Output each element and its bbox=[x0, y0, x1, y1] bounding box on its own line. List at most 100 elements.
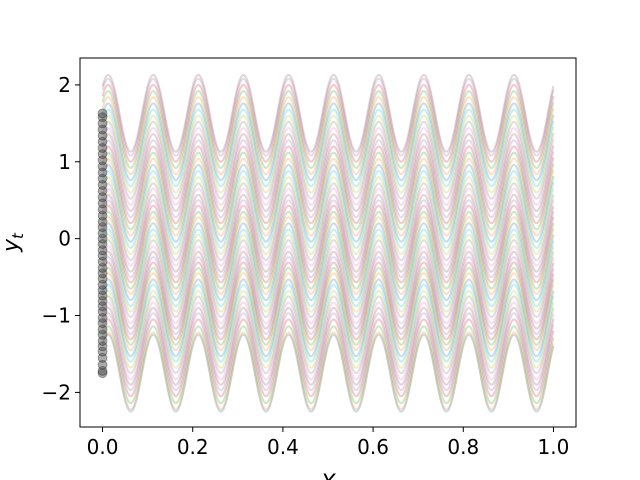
y-axis-label-subscript: t bbox=[9, 232, 27, 239]
start-point-marker bbox=[97, 346, 108, 357]
series-line bbox=[101, 210, 555, 290]
series-line bbox=[101, 222, 555, 302]
x-axis-label: X bbox=[319, 471, 336, 480]
start-point-marker bbox=[97, 245, 108, 256]
y-tick-label: 1 bbox=[58, 150, 71, 174]
series-line bbox=[101, 204, 555, 284]
start-point-marker bbox=[97, 341, 108, 352]
series-line bbox=[101, 151, 555, 231]
series-line bbox=[101, 133, 555, 212]
series-line bbox=[101, 163, 555, 243]
start-point-marker bbox=[97, 108, 108, 119]
x-tick-label: 0.4 bbox=[267, 435, 299, 459]
start-point-marker bbox=[97, 250, 108, 261]
start-point-marker bbox=[97, 359, 108, 370]
start-point-marker bbox=[97, 179, 108, 190]
start-point-marker bbox=[97, 149, 108, 159]
series-line bbox=[101, 266, 555, 346]
start-point-marker bbox=[97, 136, 108, 147]
start-point-marker bbox=[97, 285, 108, 296]
series-line bbox=[101, 325, 555, 405]
x-tick-label: 0.2 bbox=[177, 435, 209, 459]
start-point-marker bbox=[97, 256, 108, 267]
series-line bbox=[101, 182, 555, 262]
series-line bbox=[101, 261, 555, 341]
series-line bbox=[101, 169, 555, 249]
y-axis: −2 −1 0 1 2 bbox=[42, 73, 80, 404]
series-line bbox=[101, 157, 555, 237]
start-point-marker bbox=[97, 233, 108, 244]
series-line bbox=[101, 77, 555, 157]
start-point-marker bbox=[97, 112, 108, 123]
start-point-marker bbox=[97, 222, 108, 233]
series-line bbox=[101, 331, 555, 411]
y-tick-label: −1 bbox=[42, 304, 71, 328]
series-line bbox=[101, 187, 555, 267]
start-point-marker bbox=[97, 296, 108, 306]
series-line bbox=[101, 312, 555, 392]
start-point-marker bbox=[97, 262, 108, 273]
series-line bbox=[101, 120, 555, 200]
start-point-marker bbox=[97, 324, 108, 335]
x-tick-label: 0.8 bbox=[447, 435, 479, 459]
start-point-marker bbox=[97, 318, 108, 329]
start-point-marker bbox=[97, 352, 108, 363]
start-point-marker bbox=[97, 228, 108, 239]
start-point-marker bbox=[97, 273, 108, 284]
start-point-marker bbox=[97, 186, 108, 196]
x-axis: 0.0 0.2 0.4 0.6 0.8 1.0 bbox=[87, 427, 570, 459]
start-point-marker bbox=[97, 239, 108, 249]
x-tick-label: 1.0 bbox=[538, 435, 570, 459]
series-line bbox=[101, 96, 555, 176]
series-line bbox=[101, 289, 555, 369]
start-point-marker bbox=[97, 204, 108, 215]
series-line bbox=[101, 333, 555, 413]
start-point-marker bbox=[97, 329, 108, 340]
start-point-marker bbox=[97, 192, 108, 203]
series-line bbox=[101, 228, 555, 308]
start-point-marker bbox=[97, 268, 108, 279]
series-line bbox=[101, 73, 555, 153]
start-point-marker bbox=[97, 210, 108, 221]
series-line bbox=[101, 126, 555, 206]
start-point-marker bbox=[97, 335, 108, 346]
start-point-marker bbox=[97, 167, 108, 178]
y-axis-label-main: y bbox=[0, 238, 24, 253]
series-line bbox=[101, 114, 555, 194]
start-point-marker bbox=[97, 279, 108, 290]
series-line bbox=[101, 278, 555, 358]
start-point-marker bbox=[97, 368, 108, 379]
series-line bbox=[101, 176, 555, 256]
y-tick-label: −2 bbox=[42, 380, 71, 404]
series-line bbox=[101, 306, 555, 386]
start-point-marker bbox=[97, 161, 108, 172]
start-point-marker bbox=[97, 290, 108, 301]
series-line bbox=[101, 145, 555, 225]
series-layer bbox=[101, 73, 555, 413]
series-line bbox=[101, 193, 555, 273]
y-tick-label: 0 bbox=[58, 227, 71, 251]
series-line bbox=[101, 301, 555, 381]
series-line bbox=[101, 90, 555, 169]
start-point-marker bbox=[97, 198, 108, 209]
series-line bbox=[101, 295, 555, 375]
y-axis-label: yt bbox=[0, 232, 27, 253]
series-line bbox=[101, 199, 555, 279]
series-line bbox=[101, 216, 555, 296]
marker-layer bbox=[97, 108, 108, 379]
series-line bbox=[101, 233, 555, 313]
start-point-marker bbox=[97, 306, 108, 317]
series-line bbox=[101, 102, 555, 182]
series-line bbox=[101, 245, 555, 325]
series-line bbox=[101, 318, 555, 398]
series-line bbox=[101, 108, 555, 188]
series-line bbox=[101, 139, 555, 219]
series-line bbox=[101, 250, 555, 330]
start-point-marker bbox=[97, 216, 108, 227]
x-tick-label: 0.0 bbox=[87, 435, 119, 459]
start-point-marker bbox=[97, 130, 108, 141]
start-point-marker bbox=[97, 365, 108, 376]
start-point-marker bbox=[97, 155, 108, 166]
start-point-marker bbox=[97, 312, 108, 323]
